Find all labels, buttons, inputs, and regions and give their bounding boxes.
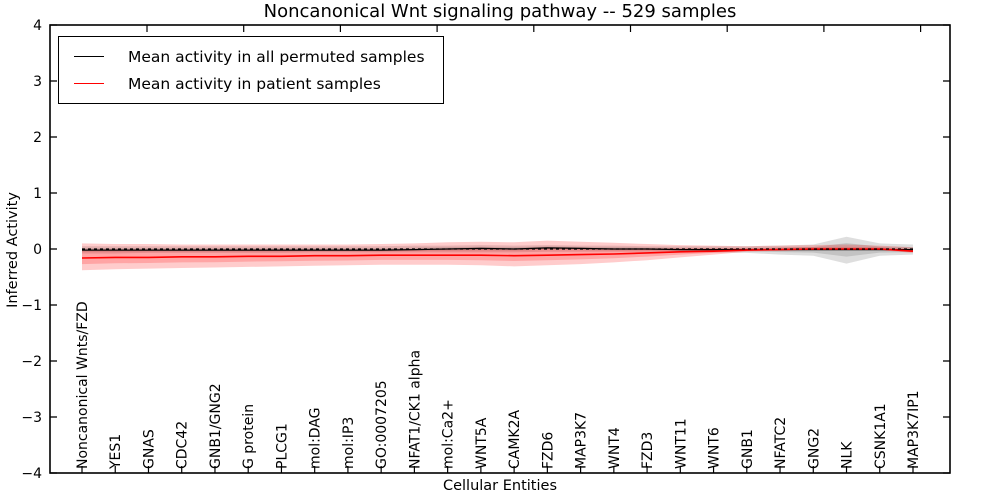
x-axis-label: Cellular Entities	[442, 478, 558, 494]
permuted-samples-range-band	[82, 236, 913, 264]
x-tick-label: Noncanonical Wnts/FZD	[75, 301, 91, 469]
x-tick-label: NLK	[840, 441, 856, 469]
x-tick-label: GNAS	[141, 429, 157, 469]
x-tick-label: NFATC2	[773, 417, 789, 469]
x-tick-label: GO:0007205	[374, 380, 390, 469]
permuted-samples-range-band-core	[82, 243, 913, 257]
x-tick-label: FZD3	[640, 432, 656, 469]
legend-label-patient: Mean activity in patient samples	[128, 74, 381, 93]
x-tick-label: WNT11	[673, 418, 689, 469]
x-tick-label: MAP3K7	[574, 412, 590, 469]
x-tick-label: GNG2	[806, 428, 822, 469]
x-tick-label: FZD6	[540, 432, 556, 469]
x-tick-label: mol:DAG	[308, 407, 324, 469]
chart-title: Noncanonical Wnt signaling pathway -- 52…	[263, 1, 737, 22]
y-tick-label: −4	[21, 466, 42, 482]
x-tick-label: G protein	[241, 404, 257, 469]
y-tick-label: 1	[33, 186, 42, 202]
y-tick-label: −1	[21, 298, 42, 314]
y-tick-label: 3	[33, 74, 42, 90]
x-tick-label: CDC42	[175, 421, 191, 469]
x-tick-label: NFAT1/CK1 alpha	[407, 350, 423, 469]
y-axis-label: Inferred Activity	[5, 192, 21, 308]
y-tick-label: 0	[33, 242, 42, 258]
x-tick-label: CSNK1A1	[873, 403, 889, 469]
x-tick-label: GNB1	[740, 429, 756, 469]
y-tick-label: −3	[21, 410, 42, 426]
x-tick-label: mol:Ca2+	[441, 399, 457, 469]
legend-entry-permuted: Mean activity in all permuted samples	[74, 43, 425, 70]
y-tick-label: 4	[33, 18, 42, 34]
x-tick-label: CAMK2A	[507, 409, 523, 469]
x-tick-label: WNT4	[607, 427, 623, 469]
patient-mean-line	[81, 248, 914, 259]
legend-label-permuted: Mean activity in all permuted samples	[128, 47, 425, 66]
x-tick-label: WNT6	[707, 427, 723, 469]
legend: Mean activity in all permuted samples Me…	[58, 36, 444, 104]
red-line-swatch	[74, 83, 104, 84]
x-tick-label: YES1	[108, 434, 124, 470]
x-tick-label: GNB1/GNG2	[208, 383, 224, 469]
legend-entry-patient: Mean activity in patient samples	[74, 70, 425, 97]
x-tick-label: MAP3K7IP1	[906, 390, 922, 469]
x-tick-label: mol:IP3	[341, 417, 357, 469]
y-tick-label: 2	[33, 130, 42, 146]
black-line-swatch	[74, 56, 104, 57]
y-tick-label: −2	[21, 354, 42, 370]
x-tick-label: PLCG1	[274, 423, 290, 469]
x-tick-label: WNT5A	[474, 417, 490, 469]
